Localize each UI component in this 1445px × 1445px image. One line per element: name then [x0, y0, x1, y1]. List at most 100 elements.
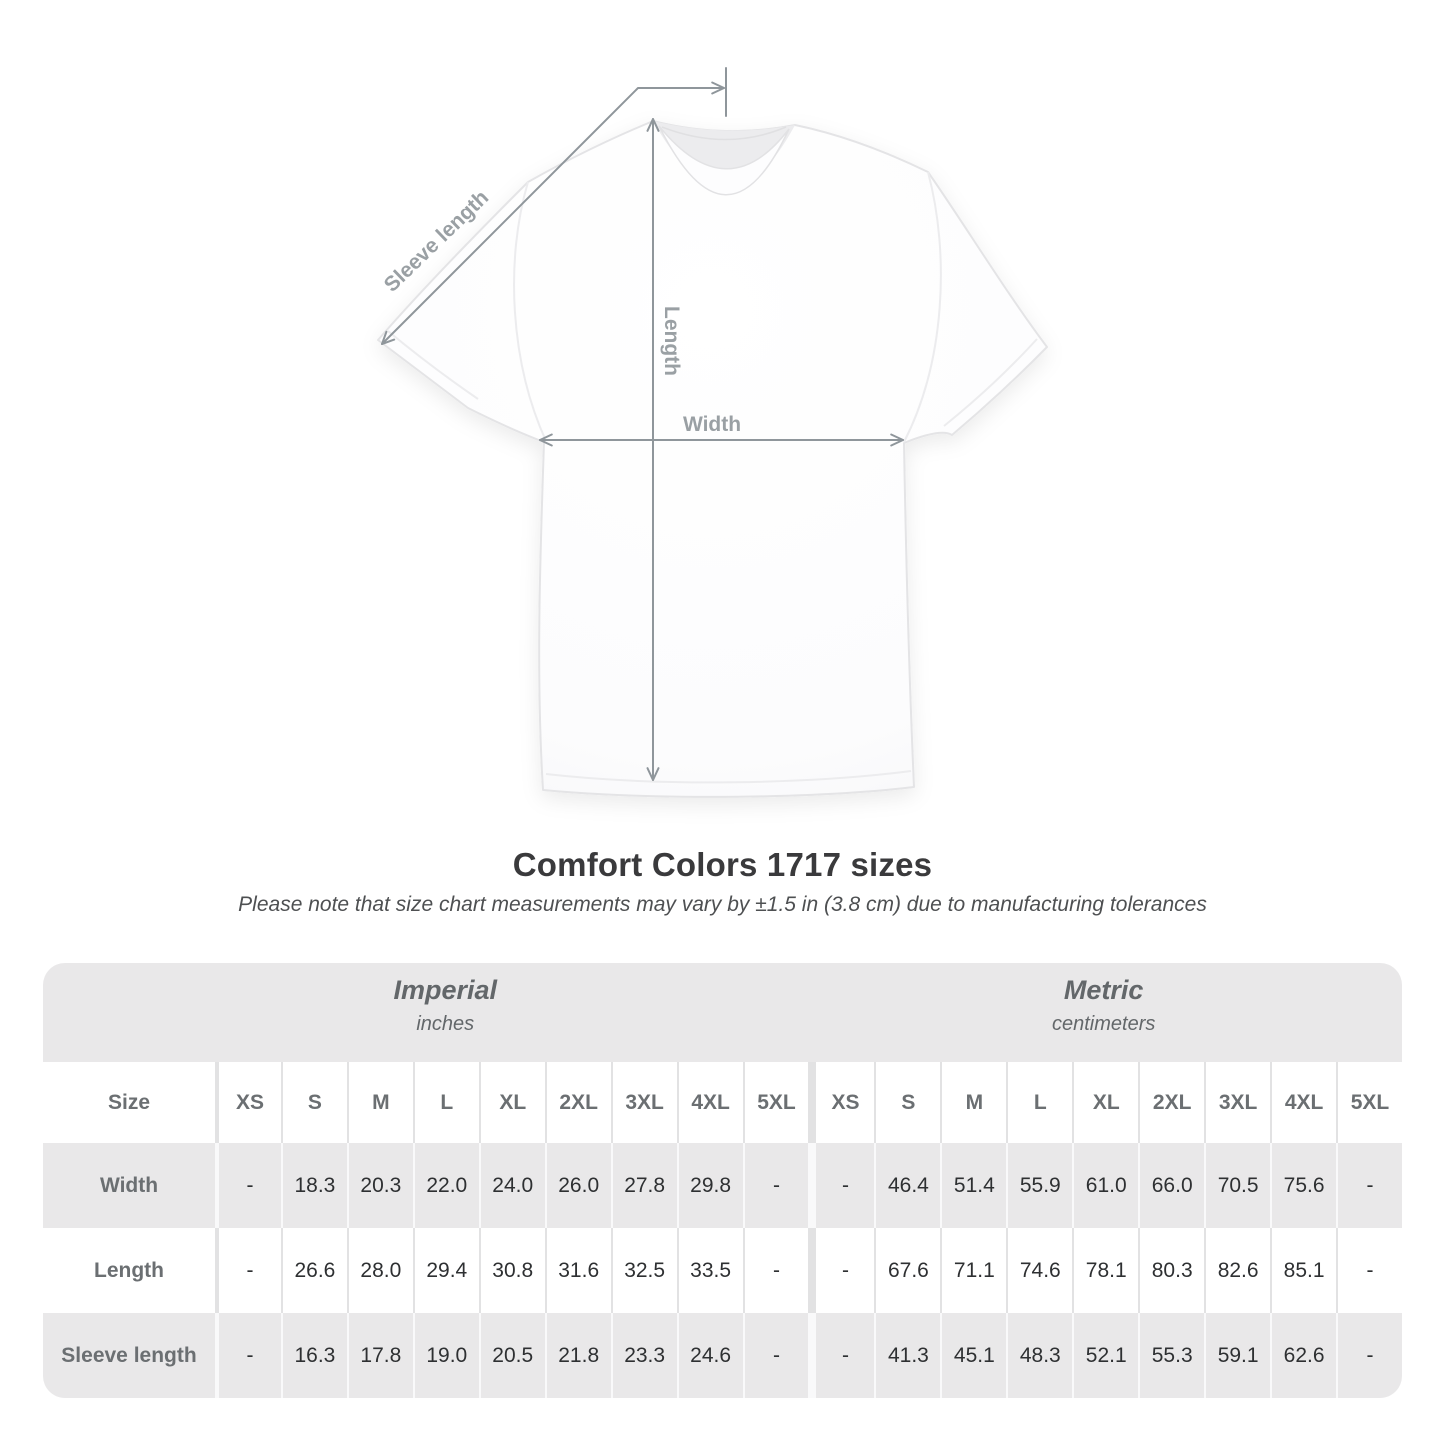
page-title: Comfort Colors 1717 sizes [512, 846, 933, 883]
value-cell: - [215, 1143, 281, 1228]
length-top-arrowhead [646, 118, 660, 132]
tolerance-note: Please note that size chart measurements… [238, 893, 1207, 916]
value-cell: 26.6 [280, 1228, 347, 1313]
size-header-cell: S [874, 1062, 940, 1143]
width-label: Width [683, 413, 741, 436]
width-left-arrowhead [539, 433, 553, 447]
value-cell: 29.8 [676, 1143, 743, 1228]
value-cell: 27.8 [610, 1143, 677, 1228]
sleeve-length-arrowhead [381, 330, 396, 345]
tshirt-body [377, 120, 1048, 798]
value-cell: 59.1 [1204, 1313, 1270, 1398]
value-cell: 24.6 [676, 1313, 743, 1398]
value-cell: 17.8 [346, 1313, 413, 1398]
size-table: Imperial inches Metric centimeters Size X… [43, 963, 1402, 1398]
value-cell: 46.4 [874, 1143, 940, 1228]
value-cell: 41.3 [874, 1313, 940, 1398]
value-cell: - [742, 1143, 809, 1228]
value-cell: 29.4 [412, 1228, 479, 1313]
right-armhole-seam [903, 171, 942, 443]
value-cell: 28.0 [346, 1228, 413, 1313]
value-cell: 33.5 [676, 1228, 743, 1313]
row-label: Length [94, 1258, 164, 1282]
value-cell: - [215, 1313, 281, 1398]
length-label: Length [660, 306, 683, 376]
value-cell: - [808, 1228, 874, 1313]
size-column-header: Size [107, 1090, 151, 1114]
value-cell: - [742, 1228, 809, 1313]
width-right-arrowhead [890, 433, 904, 447]
value-cell: 51.4 [940, 1143, 1006, 1228]
value-cell: 21.8 [544, 1313, 611, 1398]
value-cell: 20.5 [478, 1313, 545, 1398]
value-cell: 62.6 [1270, 1313, 1336, 1398]
table-row: Sleeve length -16.3 17.8 19.0 20.5 21.8 23.3 24… [43, 1313, 1402, 1398]
size-header-cell: 2XL [544, 1062, 611, 1143]
size-header-cell: XL [1072, 1062, 1138, 1143]
value-cell: 75.6 [1270, 1143, 1336, 1228]
imperial-unit-label: inches [416, 1013, 475, 1035]
value-cell: 80.3 [1138, 1228, 1204, 1313]
value-cell: 71.1 [940, 1228, 1006, 1313]
value-cell: 45.1 [940, 1313, 1006, 1398]
metric-group-header: Metric centimeters [1052, 975, 1155, 1036]
value-cell: - [215, 1228, 281, 1313]
imperial-label: Imperial [393, 975, 498, 1005]
size-header-cell: L [1006, 1062, 1072, 1143]
left-armhole-seam [513, 181, 547, 442]
value-cell: - [742, 1313, 809, 1398]
value-cell: 31.6 [544, 1228, 611, 1313]
length-bottom-arrowhead [646, 767, 660, 781]
value-cell: 32.5 [610, 1228, 677, 1313]
size-header-cell: 4XL [1270, 1062, 1336, 1143]
value-cell: 70.5 [1204, 1143, 1270, 1228]
value-cell: 61.0 [1072, 1143, 1138, 1228]
value-cell: 19.0 [412, 1313, 479, 1398]
value-cell: 78.1 [1072, 1228, 1138, 1313]
value-cell: 18.3 [280, 1143, 347, 1228]
size-table-body: Size XS S M L XL 2XL 3XL 4XL 5XL XS S M L XL 2XL 3XL 4XL 5… [43, 1062, 1402, 1398]
value-cell: - [808, 1313, 874, 1398]
row-label: Width [99, 1173, 159, 1197]
size-header-cell: 3XL [610, 1062, 677, 1143]
collar-rib [658, 125, 790, 196]
row-label: Sleeve length [61, 1343, 197, 1367]
value-cell: 30.8 [478, 1228, 545, 1313]
size-header-cell: 4XL [676, 1062, 743, 1143]
size-header-cell: 3XL [1204, 1062, 1270, 1143]
value-cell: 23.3 [610, 1313, 677, 1398]
value-cell: - [1336, 1313, 1402, 1398]
left-sleeve-hem-seam [387, 330, 479, 400]
table-row: Width -18.3 20.3 22.0 24.0 26.0 27.8 29.8- -46.4… [43, 1143, 1402, 1228]
sleeve-right-arrowhead [711, 81, 725, 95]
size-header-cell: XL [478, 1062, 545, 1143]
size-header-cell: M [346, 1062, 413, 1143]
value-cell: - [808, 1143, 874, 1228]
size-header-row: Size XS S M L XL 2XL 3XL 4XL 5XL XS S M L XL 2XL 3XL 4XL 5… [43, 1062, 1402, 1143]
size-header-cell: 5XL [1336, 1062, 1402, 1143]
back-collar-seam [661, 126, 787, 141]
value-cell: 74.6 [1006, 1228, 1072, 1313]
table-row: Length -26.6 28.0 29.4 30.8 31.6 32.5 33.5- -67.… [43, 1228, 1402, 1313]
value-cell: 67.6 [874, 1228, 940, 1313]
value-cell: 48.3 [1006, 1313, 1072, 1398]
unit-group-header: Imperial inches Metric centimeters [43, 963, 1402, 1062]
sleeve-length-dimension-line [381, 87, 725, 345]
imperial-group-header: Imperial inches [393, 975, 497, 1036]
size-header-cell: 5XL [742, 1062, 809, 1143]
tshirt-graphic [377, 120, 1048, 798]
hem-seam [545, 770, 912, 784]
size-header-cell: XS [215, 1062, 281, 1143]
tshirt-measurement-diagram: Sleeve length Length Width [377, 67, 1048, 798]
value-cell: 55.3 [1138, 1313, 1204, 1398]
value-cell: - [1336, 1143, 1402, 1228]
value-cell: - [1336, 1228, 1402, 1313]
size-header-cell: XS [808, 1062, 874, 1143]
value-cell: 26.0 [544, 1143, 611, 1228]
value-cell: 66.0 [1138, 1143, 1204, 1228]
value-cell: 55.9 [1006, 1143, 1072, 1228]
value-cell: 16.3 [280, 1313, 347, 1398]
size-header-cell: L [412, 1062, 479, 1143]
metric-label: Metric [1063, 975, 1144, 1005]
